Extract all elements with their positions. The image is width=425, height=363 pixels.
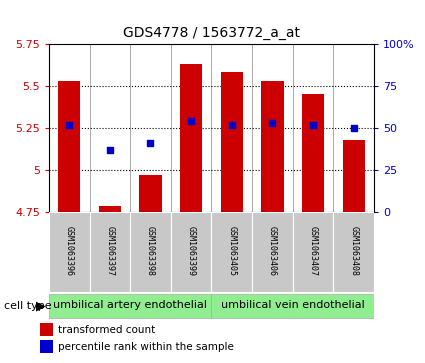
- Bar: [343, 140, 365, 212]
- Bar: [139, 175, 162, 212]
- Text: GSM1063399: GSM1063399: [187, 226, 196, 276]
- Point: [66, 122, 73, 127]
- Bar: [221, 72, 243, 212]
- Point: [350, 125, 357, 131]
- Text: GSM1063396: GSM1063396: [65, 226, 74, 276]
- Point: [310, 122, 317, 127]
- Bar: [40, 340, 54, 353]
- Text: GSM1063397: GSM1063397: [105, 226, 114, 276]
- Text: GSM1063407: GSM1063407: [309, 226, 317, 276]
- Bar: [302, 94, 324, 212]
- Text: ▶: ▶: [36, 299, 46, 312]
- Bar: [40, 323, 54, 336]
- Text: GSM1063408: GSM1063408: [349, 226, 358, 276]
- Bar: [333, 212, 374, 292]
- Bar: [58, 81, 80, 212]
- Text: GSM1063398: GSM1063398: [146, 226, 155, 276]
- Bar: [211, 212, 252, 292]
- Text: umbilical artery endothelial: umbilical artery endothelial: [53, 300, 207, 310]
- Text: percentile rank within the sample: percentile rank within the sample: [58, 342, 234, 352]
- Point: [147, 140, 154, 146]
- Bar: [171, 212, 211, 292]
- Point: [269, 120, 276, 126]
- Bar: [252, 212, 293, 292]
- Point: [228, 122, 235, 127]
- Title: GDS4778 / 1563772_a_at: GDS4778 / 1563772_a_at: [123, 26, 300, 40]
- Point: [106, 147, 113, 153]
- Text: GSM1063406: GSM1063406: [268, 226, 277, 276]
- Text: transformed count: transformed count: [58, 325, 156, 335]
- Bar: [49, 212, 90, 292]
- Bar: [180, 64, 202, 212]
- Bar: [211, 294, 374, 318]
- Point: [188, 118, 195, 124]
- Bar: [261, 81, 283, 212]
- Bar: [99, 205, 121, 212]
- Text: GSM1063405: GSM1063405: [227, 226, 236, 276]
- Bar: [49, 294, 211, 318]
- Text: cell type: cell type: [4, 301, 52, 311]
- Bar: [293, 212, 333, 292]
- Bar: [90, 212, 130, 292]
- Text: umbilical vein endothelial: umbilical vein endothelial: [221, 300, 365, 310]
- Bar: [130, 212, 171, 292]
